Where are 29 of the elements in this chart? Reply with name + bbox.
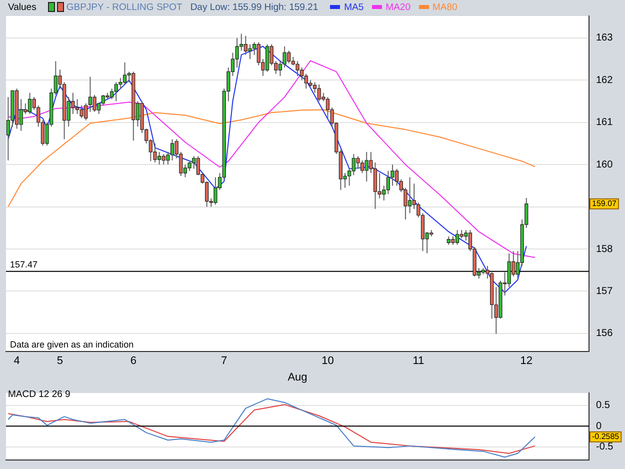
x-tick-label: 7 xyxy=(221,355,228,368)
x-tick-label: 5 xyxy=(56,355,64,368)
y-tick-label: 163 xyxy=(596,32,614,44)
annotation: -0.2585 xyxy=(592,432,620,442)
annotation: Data are given as an indication xyxy=(10,340,134,350)
y-tick-label: 0 xyxy=(596,420,602,432)
chart-title: MACD 12 26 9 xyxy=(8,389,70,400)
y-tick-label: 161 xyxy=(596,117,614,128)
annotation: 159.07 xyxy=(592,199,618,208)
y-tick-label: -0.5 xyxy=(596,442,614,453)
legend-label: MA5 xyxy=(344,2,364,13)
x-tick-label: 6 xyxy=(130,355,136,368)
y-tick-label: 157 xyxy=(596,286,614,297)
x-tick-label: 4 xyxy=(14,355,20,368)
x-tick-label: 10 xyxy=(322,355,334,368)
x-axis-title: Aug xyxy=(288,371,308,384)
x-tick-label: 11 xyxy=(412,355,424,368)
legend-label: MA80 xyxy=(432,2,458,13)
y-tick-label: 0.5 xyxy=(596,400,610,412)
chart-title: Values xyxy=(8,2,36,13)
x-tick-label: 12 xyxy=(520,355,533,368)
y-tick-label: 160 xyxy=(596,159,614,170)
ref-line-label: 157.47 xyxy=(10,259,38,270)
text: Day Low: 155.99 High: 159.21 xyxy=(190,2,318,13)
y-tick-label: 162 xyxy=(596,74,614,86)
y-tick-label: 158 xyxy=(596,244,614,255)
legend-label: MA20 xyxy=(386,2,410,13)
legend-label: GBPJPY - ROLLING SPOT xyxy=(66,2,182,13)
y-tick-label: 156 xyxy=(596,328,614,340)
